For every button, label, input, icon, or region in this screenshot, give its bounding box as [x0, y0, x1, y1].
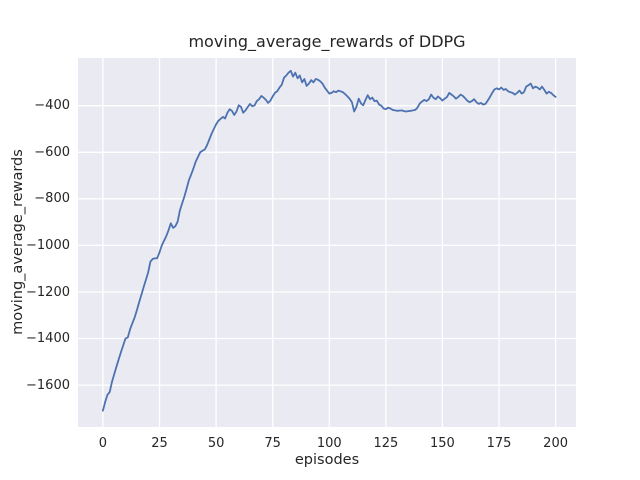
y-axis-label: moving_average_rewards: [10, 149, 26, 335]
x-tick-label: 175: [486, 436, 512, 451]
y-tick-label: −1200: [26, 284, 70, 300]
y-tick-label: −800: [34, 191, 70, 207]
y-tick-label: −600: [34, 144, 70, 160]
x-tick-label: 25: [151, 436, 168, 451]
y-tick-label: −1600: [26, 377, 70, 393]
line-chart: [78, 58, 576, 427]
x-tick-label: 125: [373, 436, 399, 451]
x-tick-label: 100: [316, 436, 342, 451]
chart-title: moving_average_rewards of DDPG: [188, 32, 466, 51]
x-axis-label: episodes: [294, 452, 360, 468]
x-tick-label: 50: [207, 436, 225, 451]
y-tick-label: −1000: [26, 237, 70, 253]
y-tick-label: −400: [34, 98, 70, 114]
plot-area: [78, 58, 576, 427]
reward-line-series: [101, 69, 557, 412]
y-tick-label: −1400: [26, 331, 70, 346]
x-tick-label: 200: [543, 436, 568, 451]
x-tick-label: 150: [429, 436, 455, 451]
x-tick-label: 0: [98, 436, 108, 451]
x-tick-label: 75: [264, 436, 281, 451]
